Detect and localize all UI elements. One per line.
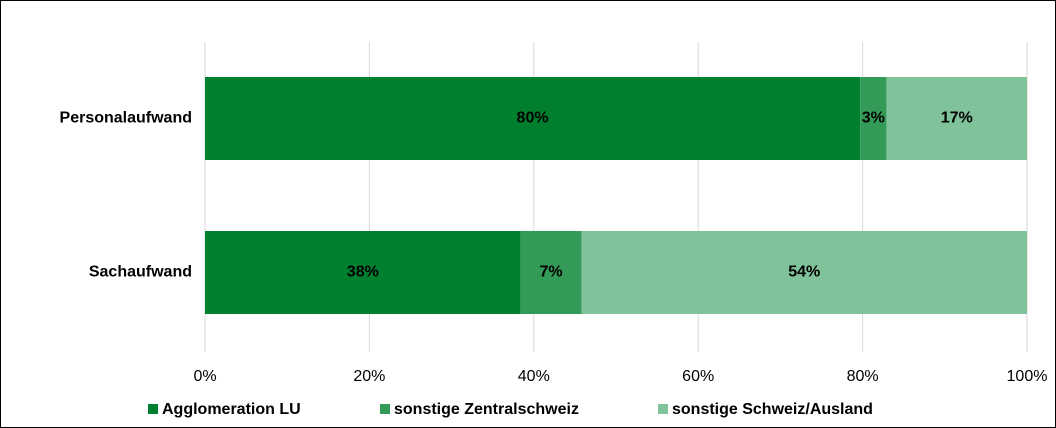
bar-segment <box>205 231 521 314</box>
legend-swatch <box>380 404 390 414</box>
legend-label: sonstige Zentralschweiz <box>394 401 579 418</box>
legend-swatch <box>148 404 158 414</box>
bar-segment <box>205 77 861 160</box>
data-label: 54% <box>788 264 820 281</box>
data-label: 7% <box>539 264 562 281</box>
category-label: Sachaufwand <box>89 264 192 281</box>
x-tick-label: 100% <box>1007 368 1048 385</box>
data-label: 80% <box>517 110 549 127</box>
x-tick-label: 40% <box>518 368 550 385</box>
bar-segment <box>886 77 1027 160</box>
bar-segment <box>520 231 582 314</box>
legend-label: sonstige Schweiz/Ausland <box>672 401 873 418</box>
bar-segment <box>860 77 887 160</box>
data-label: 3% <box>862 110 885 127</box>
x-tick-label: 20% <box>353 368 385 385</box>
data-label: 38% <box>347 264 379 281</box>
data-label: 17% <box>941 110 973 127</box>
x-tick-label: 60% <box>682 368 714 385</box>
legend-label: Agglomeration LU <box>162 401 301 418</box>
category-label: Personalaufwand <box>60 110 192 127</box>
x-tick-label: 80% <box>847 368 879 385</box>
legend-swatch <box>658 404 668 414</box>
x-tick-label: 0% <box>193 368 216 385</box>
bar-segment <box>581 231 1027 314</box>
